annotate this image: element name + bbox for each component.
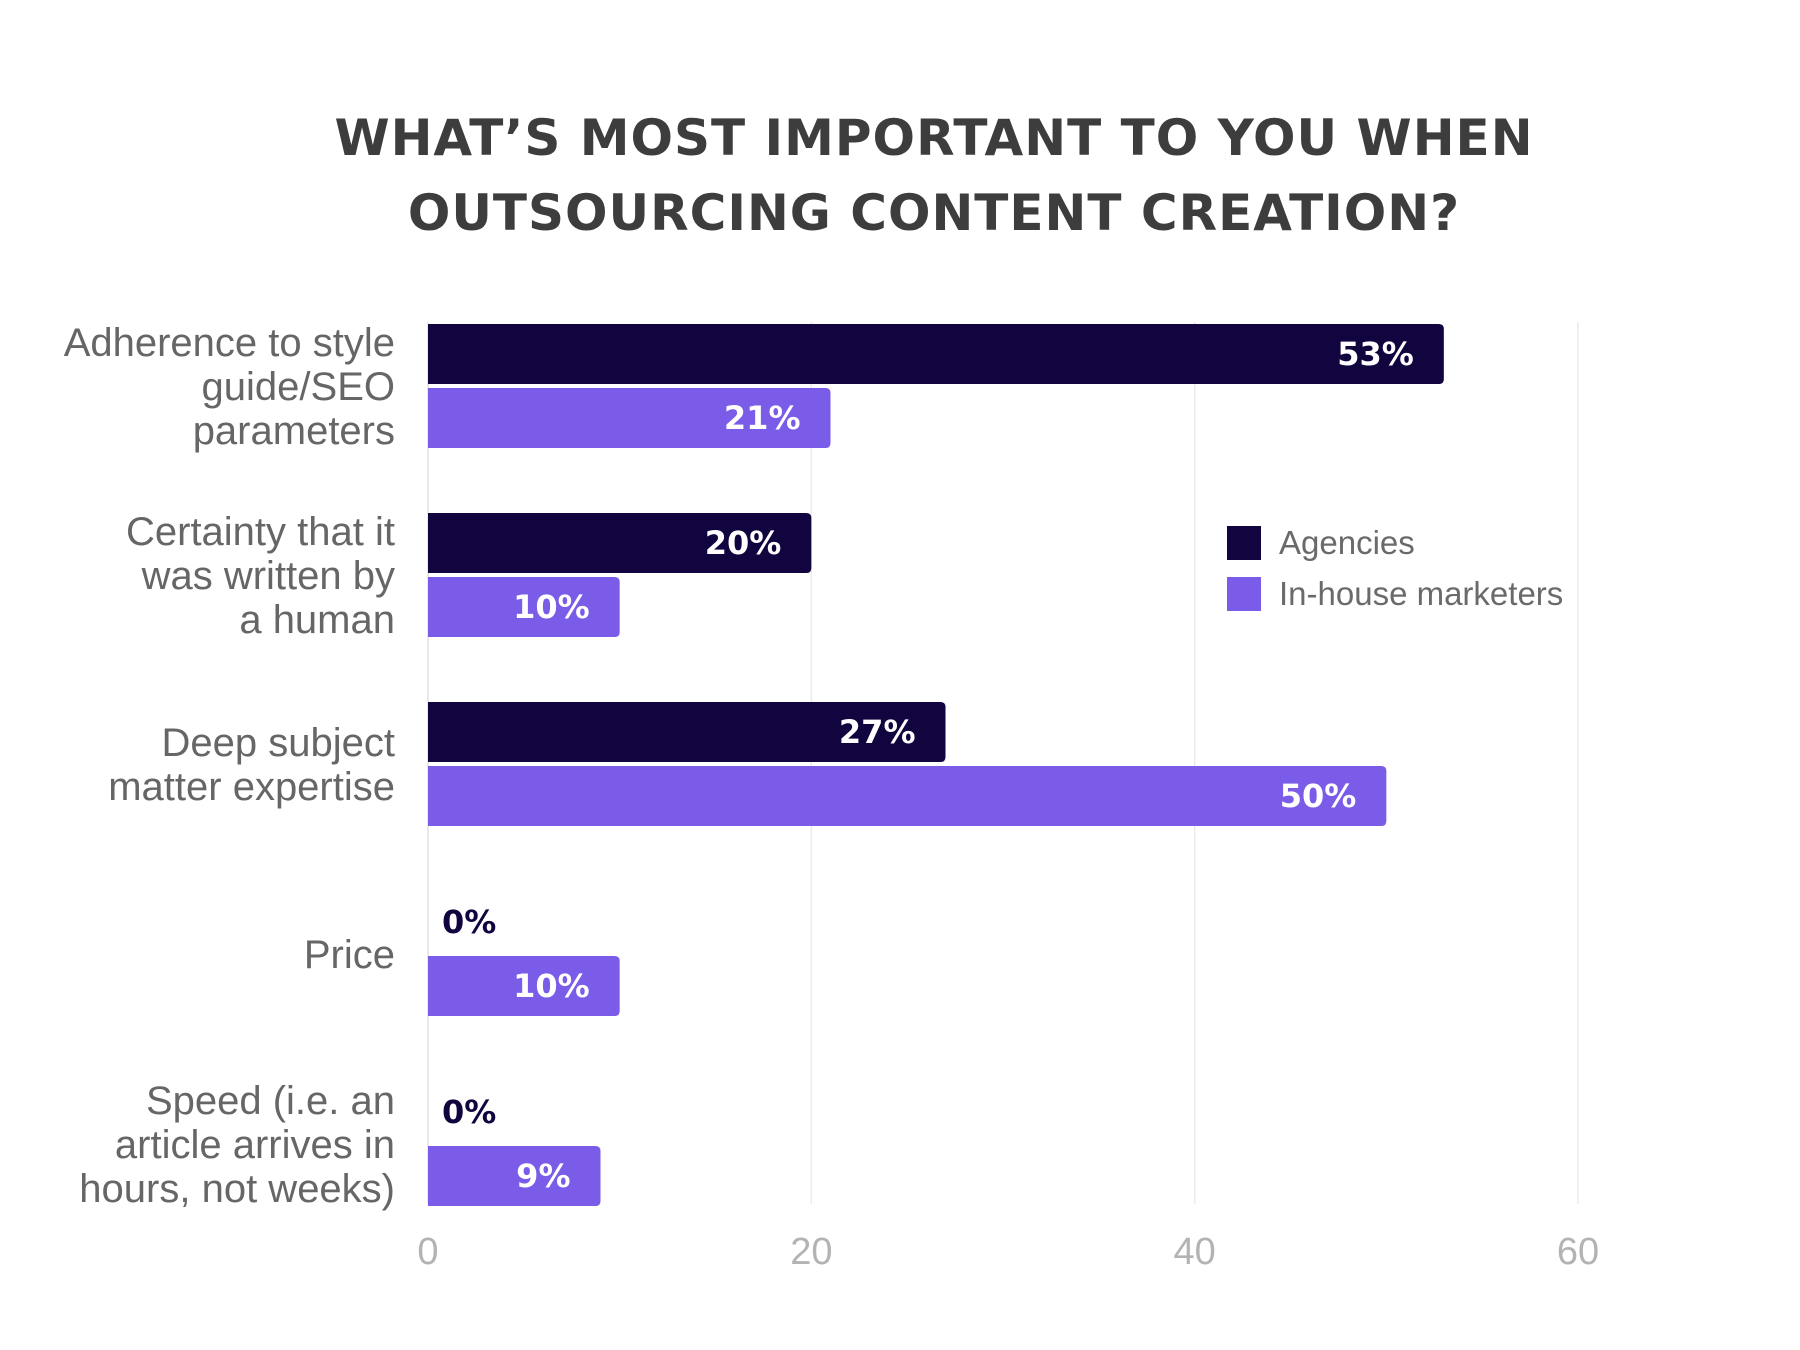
category-label-line: a human	[239, 598, 395, 642]
category-label-line: article arrives in	[115, 1123, 395, 1167]
chart-title-line-2: OUTSOURCING CONTENT CREATION?	[408, 184, 1460, 242]
bar-value-label: 20%	[705, 524, 782, 562]
chart-title: WHAT’S MOST IMPORTANT TO YOU WHEN OUTSOU…	[334, 109, 1533, 242]
bar-agencies-1	[428, 513, 812, 573]
category-label-line: matter expertise	[108, 765, 395, 809]
bar-in-house-3	[428, 956, 620, 1016]
category-label-line: Certainty that it	[126, 510, 395, 554]
gridlines	[427, 322, 1579, 1204]
bar-value-label: 27%	[839, 713, 916, 751]
legend-swatch	[1227, 526, 1261, 560]
legend-label: In-house marketers	[1279, 575, 1563, 612]
bar-value-label: 53%	[1337, 335, 1414, 373]
bar-agencies-2	[428, 702, 946, 762]
bar-value-label: 0%	[442, 1093, 496, 1131]
bar-value-label: 10%	[513, 967, 590, 1005]
category-label: Adherence to style guide/SEO parameters	[64, 321, 395, 453]
category-label-line: Adherence to style	[64, 321, 395, 365]
bar-value-label: 0%	[442, 903, 496, 941]
category-label: Price	[304, 933, 395, 977]
bar-in-house-0	[428, 388, 831, 448]
legend: Agencies In-house marketers	[1227, 524, 1563, 612]
category-label-line: guide/SEO	[202, 365, 395, 409]
category-label: Speed (i.e. an article arrives in hours, n…	[79, 1079, 395, 1211]
bar-value-label: 50%	[1280, 777, 1357, 815]
category-label: Certainty that it was written by a human	[126, 510, 395, 642]
chart-title-line-1: WHAT’S MOST IMPORTANT TO YOU WHEN	[334, 109, 1533, 167]
x-axis-ticks: 0 20 40 60	[417, 1231, 1599, 1273]
category-label: Deep subject matter expertise	[108, 721, 395, 809]
category-labels: Adherence to style guide/SEO parameters Cer…	[64, 321, 395, 1211]
category-label-line: was written by	[141, 554, 395, 598]
bar-in-house-2	[428, 766, 1387, 826]
x-tick-label: 40	[1174, 1231, 1216, 1273]
category-label-line: hours, not weeks)	[79, 1167, 395, 1211]
x-tick-label: 60	[1557, 1231, 1599, 1273]
x-tick-label: 0	[417, 1231, 438, 1273]
category-label-line: parameters	[193, 409, 395, 453]
bar-agencies-0	[428, 324, 1444, 384]
legend-label: Agencies	[1279, 524, 1415, 561]
x-tick-label: 20	[790, 1231, 832, 1273]
bar-in-house-1	[428, 577, 620, 637]
bar-value-label: 9%	[516, 1157, 570, 1195]
bar-in-house-4	[428, 1146, 601, 1206]
bar-value-label: 21%	[724, 399, 801, 437]
category-label-line: Price	[304, 933, 395, 977]
category-label-line: Speed (i.e. an	[146, 1079, 395, 1123]
bar-value-label: 10%	[513, 588, 590, 626]
legend-swatch	[1227, 577, 1261, 611]
bars: 53% 20% 27% 0% 0% 21% 10% 50% 10% 9%	[428, 324, 1444, 1206]
category-label-line: Deep subject	[162, 721, 395, 765]
